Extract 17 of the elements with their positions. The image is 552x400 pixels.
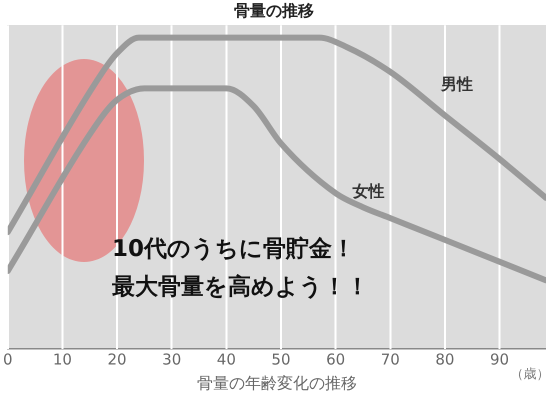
x-tick-label: 10 xyxy=(52,350,72,369)
x-tick-label: 50 xyxy=(271,350,291,369)
series-label: 女性 xyxy=(351,181,384,200)
text: （歳） xyxy=(510,367,550,382)
x-tick-label: 30 xyxy=(162,350,182,369)
x-axis-title: 骨量の年齢変化の推移 xyxy=(196,374,357,393)
series-label: 男性 xyxy=(440,74,473,94)
x-tick-label: 90 xyxy=(490,350,510,369)
x-tick-label: 40 xyxy=(216,350,236,369)
x-tick-label: 60 xyxy=(326,350,346,369)
x-tick-label: 0 xyxy=(3,350,13,369)
x-tick-label: 80 xyxy=(435,350,454,369)
annotation: 最大骨量を高めよう！！ xyxy=(111,272,369,300)
x-tick-label: 70 xyxy=(380,350,400,369)
annotation: 10代のうちに骨貯金！ xyxy=(112,236,356,262)
x-tick-label: 20 xyxy=(108,350,127,369)
chart-title: 骨量の推移 xyxy=(234,0,314,20)
